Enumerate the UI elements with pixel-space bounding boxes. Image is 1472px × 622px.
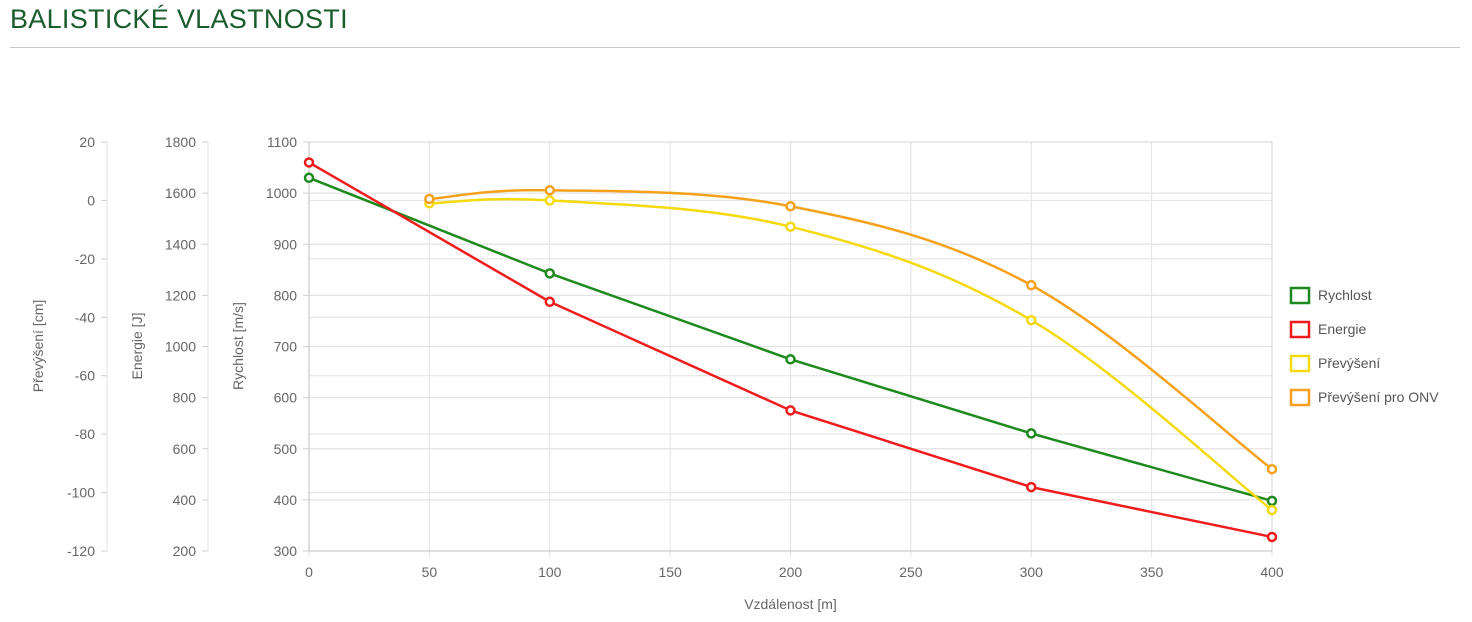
x-tick-label: 250 [899,564,923,580]
prevyseni-tick-label: 20 [79,134,95,150]
series-1-point [1026,428,1037,439]
energie-tick-label: 200 [173,543,197,559]
legend-label: Převýšení [1318,355,1380,371]
legend-item[interactable]: Rychlost [1289,286,1372,305]
series-4-point [424,193,435,205]
legend-swatch [1289,320,1311,339]
prevyseni-tick-label: -40 [75,309,95,325]
rychlost-tick-label: 300 [274,543,298,559]
series-3-point [544,195,555,206]
energie-tick-label: 400 [173,492,197,508]
series-3-point [785,221,796,232]
x-axis-title: Vzdálenost [m] [744,596,837,612]
series-1-point [544,268,555,279]
x-tick-label: 400 [1260,564,1284,580]
page-title: BALISTICKÉ VLASTNOSTI [10,4,348,34]
series-4-point [1266,463,1278,475]
prevyseni-tick-label: -80 [75,426,95,442]
series-2-point [1266,531,1278,543]
legend-item[interactable]: Převýšení [1289,354,1380,373]
prevyseni-tick-label: -20 [75,251,95,267]
legend-swatch [1289,354,1311,373]
legend[interactable]: Rychlost Energie Převýšení Převýšení pro ON… [1289,286,1439,407]
prevyseni-tick-label: -60 [75,368,95,384]
rychlost-tick-label: 600 [274,390,298,406]
energie-tick-label: 1200 [165,287,196,303]
series-3-point [1026,314,1037,326]
legend-swatch [1289,388,1311,407]
series-1-point [785,354,796,365]
axes: 0 50 100 150 200 250 300 350 4003004005006007008… [30,134,1284,612]
series-4-point [1026,279,1037,291]
series-2-point [303,157,315,168]
legend-label: Energie [1318,321,1366,337]
series-2-point [544,296,555,308]
series-2-point [1026,481,1037,493]
x-tick-label: 350 [1140,564,1164,580]
prevyseni-tick-label: -100 [67,485,95,501]
series-1-point [1266,495,1278,507]
prevyseni-tick-label: -120 [67,543,95,559]
energie-tick-label: 1000 [165,339,196,355]
energie-tick-label: 800 [173,390,197,406]
series-4-line [429,188,1273,471]
series-2-point [785,405,796,416]
rychlost-tick-label: 900 [274,236,298,252]
rychlost-tick-label: 500 [274,441,298,457]
energie-tick-label: 1600 [165,185,196,201]
legend-label: Rychlost [1318,287,1372,303]
series-3-line [429,197,1273,512]
legend-swatch [1289,286,1311,305]
rychlost-tick-label: 800 [274,287,298,303]
prevyseni-axis-title: Převýšení [cm] [30,300,46,393]
prevyseni-tick-label: 0 [87,192,95,208]
x-tick-label: 0 [305,564,313,580]
x-tick-label: 200 [779,564,803,580]
series-1-point [303,172,315,184]
energie-axis-title: Energie [J] [129,313,145,380]
series-3-point [1266,504,1278,516]
rychlost-tick-label: 1000 [266,185,297,201]
x-tick-label: 150 [658,564,682,580]
series-4-point [544,184,555,196]
series-4-point [785,201,796,212]
title-divider [10,47,1460,48]
rychlost-axis-title: Rychlost [m/s] [230,302,246,390]
energie-tick-label: 1800 [165,134,196,150]
legend-item[interactable]: Převýšení pro ONV [1289,388,1439,407]
x-tick-label: 300 [1020,564,1044,580]
rychlost-tick-label: 700 [274,339,298,355]
series [303,157,1278,543]
energie-tick-label: 1400 [165,236,196,252]
x-tick-label: 100 [538,564,562,580]
x-tick-label: 50 [422,564,438,580]
legend-label: Převýšení pro ONV [1318,389,1439,405]
legend-item[interactable]: Energie [1289,320,1366,339]
rychlost-tick-label: 1100 [267,134,297,150]
energie-tick-label: 600 [173,441,197,457]
rychlost-tick-label: 400 [274,492,298,508]
